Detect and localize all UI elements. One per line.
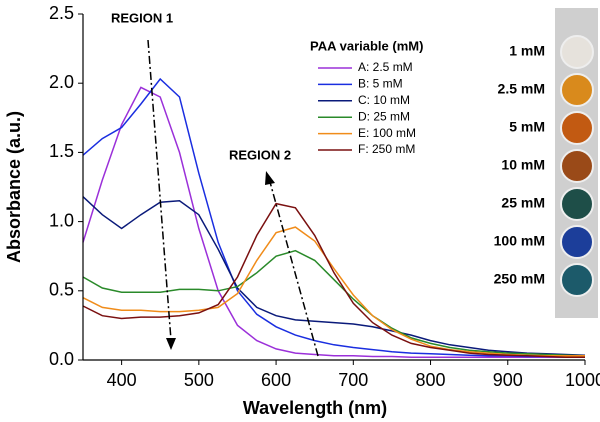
x-tick-label: 400 [107, 370, 137, 390]
annotation: REGION 1 [111, 10, 173, 25]
y-tick-label: 0.0 [49, 349, 74, 369]
well [560, 187, 594, 221]
photo-label: 2.5 mM [498, 81, 545, 97]
arrow [147, 39, 172, 341]
x-axis-title: Wavelength (nm) [243, 398, 387, 418]
photo-label: 250 mM [494, 271, 545, 287]
x-tick-label: 700 [338, 370, 368, 390]
series-line [82, 249, 586, 357]
legend-label: D: 25 mM [358, 109, 410, 123]
well [560, 35, 594, 69]
legend-label: C: 10 mM [358, 93, 410, 107]
well [560, 111, 594, 145]
legend-label: B: 5 mM [358, 77, 403, 91]
y-tick-label: 1.5 [49, 141, 74, 161]
well [560, 225, 594, 259]
well [560, 73, 594, 107]
series-line [82, 77, 585, 358]
photo-label: 5 mM [509, 119, 545, 135]
arrowhead [265, 171, 275, 185]
series-line [82, 226, 585, 357]
x-tick-label: 1000 [565, 370, 600, 390]
y-tick-label: 0.5 [49, 280, 74, 300]
y-tick-label: 2.5 [49, 3, 74, 23]
photo-label: 10 mM [501, 157, 545, 173]
legend: A: 2.5 mM B: 5 mM C: 10 mM D: 25 mM E: 100 m… [318, 60, 416, 156]
photo-label: 100 mM [494, 233, 545, 249]
series-line [82, 86, 585, 358]
y-tick-label: 2.0 [49, 72, 74, 92]
legend-label: E: 100 mM [358, 126, 416, 140]
photo-wells: 1 mM 2.5 mM 5 mM 10 mM 25 mM 100 mM 250 mM [494, 35, 594, 297]
x-tick-label: 500 [184, 370, 214, 390]
arrowhead [166, 338, 176, 350]
photo-label: 1 mM [509, 43, 545, 59]
y-axis-title: Absorbance (a.u.) [4, 111, 24, 263]
legend-label: F: 250 mM [358, 142, 415, 156]
legend-title: PAA variable (mM) [310, 38, 423, 53]
well [560, 263, 594, 297]
x-tick-label: 900 [493, 370, 523, 390]
y-tick-label: 1.0 [49, 210, 74, 230]
photo-label: 25 mM [501, 195, 545, 211]
series-line [82, 202, 585, 358]
legend-label: A: 2.5 mM [358, 60, 413, 74]
series-line [82, 196, 586, 356]
annotation: REGION 2 [229, 147, 291, 162]
x-tick-label: 600 [261, 370, 291, 390]
well [560, 149, 594, 183]
arrow [269, 181, 319, 357]
x-tick-label: 800 [416, 370, 446, 390]
